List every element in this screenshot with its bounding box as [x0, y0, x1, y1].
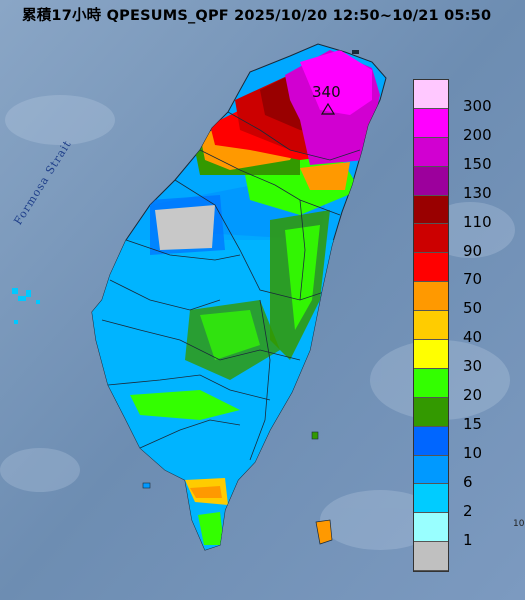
legend-label: 130	[463, 183, 492, 202]
legend-swatch	[414, 253, 448, 283]
outlying-islands	[142, 50, 359, 545]
legend-swatch	[414, 340, 448, 369]
legend-label: 10	[463, 443, 483, 462]
offshore-echoes	[12, 288, 40, 324]
map-title: 累積17小時 QPESUMS_QPF 2025/10/20 12:50~10/2…	[22, 8, 492, 24]
legend-swatch	[414, 80, 448, 109]
legend-swatch	[414, 195, 448, 225]
legend-label: 110	[463, 212, 492, 231]
legend-swatch	[414, 397, 448, 427]
max-rainfall-value: 340	[312, 83, 341, 101]
legend-label: 70	[463, 270, 483, 289]
legend-swatch	[414, 108, 448, 138]
legend-label: 90	[463, 241, 483, 260]
legend-label: 300	[463, 97, 492, 115]
legend-swatch	[414, 542, 448, 572]
legend-swatch	[414, 137, 448, 167]
legend-swatch	[414, 224, 448, 254]
legend-label: 15	[463, 414, 483, 433]
legend-label: 6	[463, 472, 473, 491]
legend-swatch	[414, 166, 448, 196]
legend-label: 150	[463, 154, 492, 173]
legend-swatch	[414, 484, 448, 514]
triangle-icon	[321, 103, 335, 115]
legend-label: 200	[463, 125, 492, 144]
legend-swatch	[414, 513, 448, 543]
legend-swatch	[414, 368, 448, 398]
legend-swatch	[414, 311, 448, 341]
legend-label: 1	[463, 530, 473, 549]
legend-label: 40	[463, 328, 483, 347]
rainfall-legend	[413, 79, 449, 573]
legend-swatch	[414, 455, 448, 485]
legend-label: 2	[463, 501, 473, 520]
legend-label: 50	[463, 299, 483, 318]
legend-swatch	[414, 282, 448, 312]
county-boundaries	[101, 111, 361, 461]
legend-label: 30	[463, 357, 483, 376]
edge-mark: 10	[513, 519, 525, 529]
legend-swatch	[414, 426, 448, 456]
legend-label: 20	[463, 386, 483, 404]
